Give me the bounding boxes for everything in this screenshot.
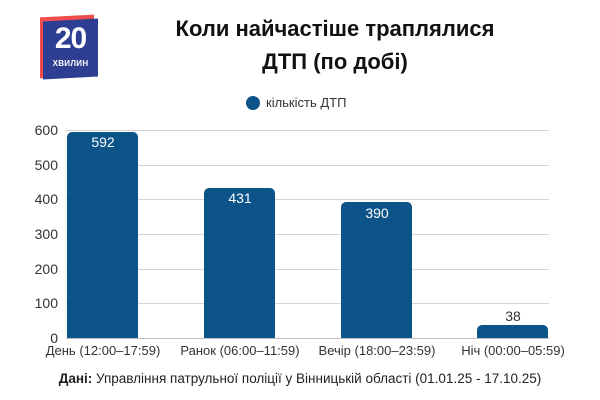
chart-title-line1: Коли найчастіше траплялися	[175, 16, 495, 41]
bar-value-day: 592	[91, 134, 115, 150]
bar-night	[477, 325, 548, 338]
bar-day	[67, 132, 138, 338]
chart-title: Коли найчастіше траплялися ДТП (по добі)	[130, 12, 540, 78]
bar-value-night: 38	[505, 308, 521, 324]
legend-dot-icon	[246, 95, 260, 110]
x-axis-baseline	[66, 338, 549, 339]
chart-title-line2: ДТП (по добі)	[262, 49, 408, 74]
x-label-morning: Ранок (06:00–11:59)	[180, 343, 300, 358]
y-tick-100: 100	[34, 295, 58, 311]
x-label-night: Ніч (00:00–05:59)	[461, 343, 565, 358]
y-tick-400: 400	[34, 191, 58, 207]
source-label: Дані:	[58, 371, 93, 386]
gridline	[66, 303, 549, 304]
y-tick-0: 0	[50, 330, 58, 346]
y-tick-500: 500	[34, 157, 58, 173]
bar-value-morning: 431	[228, 190, 252, 206]
source-note: Дані: Управління патрульної поліції у Ві…	[0, 371, 600, 386]
x-label-evening: Вечір (18:00–23:59)	[318, 343, 436, 358]
bar-evening	[341, 202, 412, 338]
gridline	[66, 165, 549, 166]
gridline	[66, 130, 549, 131]
x-label-day: День (12:00–17:59)	[45, 343, 161, 358]
logo-word: ХВИЛИН	[52, 59, 89, 68]
y-tick-200: 200	[34, 261, 58, 277]
y-tick-600: 600	[34, 122, 58, 138]
bar-value-evening: 390	[365, 205, 389, 221]
y-tick-300: 300	[34, 226, 58, 242]
gridline	[66, 269, 549, 270]
legend: кількість ДТП	[246, 95, 346, 110]
logo-number: 20	[54, 22, 87, 55]
legend-label: кількість ДТП	[266, 95, 347, 110]
bar-morning	[204, 188, 275, 338]
gridline	[66, 234, 549, 235]
logo-20-hvylyn: 20 ХВИЛИН	[40, 14, 98, 80]
source-text: Управління патрульної поліції у Вінницьк…	[92, 371, 542, 386]
gridline	[66, 199, 549, 200]
